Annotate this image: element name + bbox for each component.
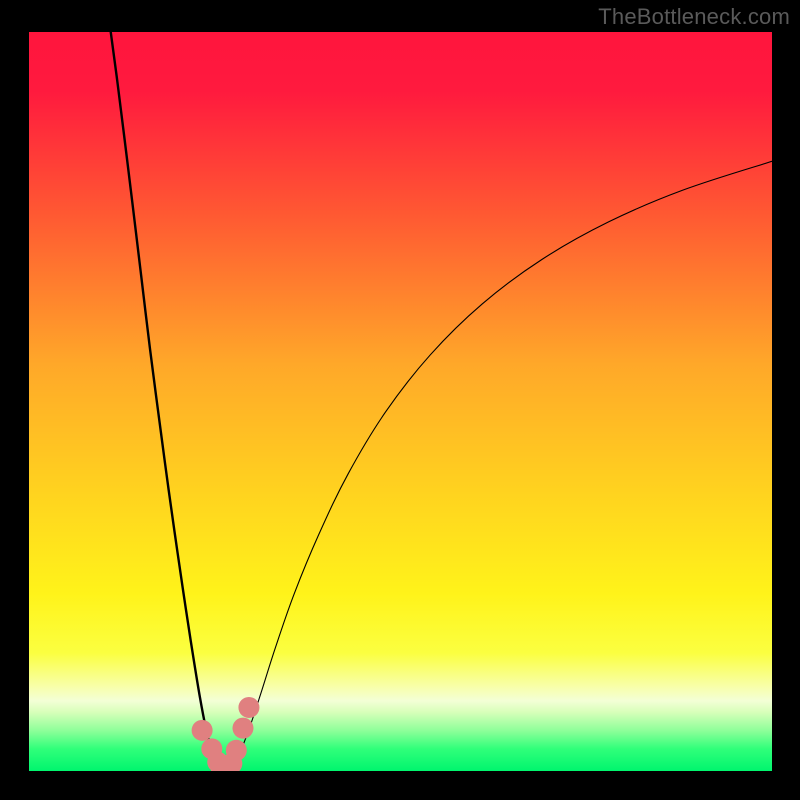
bottleneck-curve <box>111 32 222 771</box>
bottleneck-curve <box>221 161 772 771</box>
plot-area <box>29 32 772 771</box>
data-marker <box>238 697 259 718</box>
watermark-text: TheBottleneck.com <box>598 4 790 30</box>
data-marker <box>232 718 253 739</box>
data-marker <box>226 740 247 761</box>
chart-container: TheBottleneck.com <box>0 0 800 800</box>
curve-overlay <box>29 32 772 771</box>
data-marker <box>192 720 213 741</box>
